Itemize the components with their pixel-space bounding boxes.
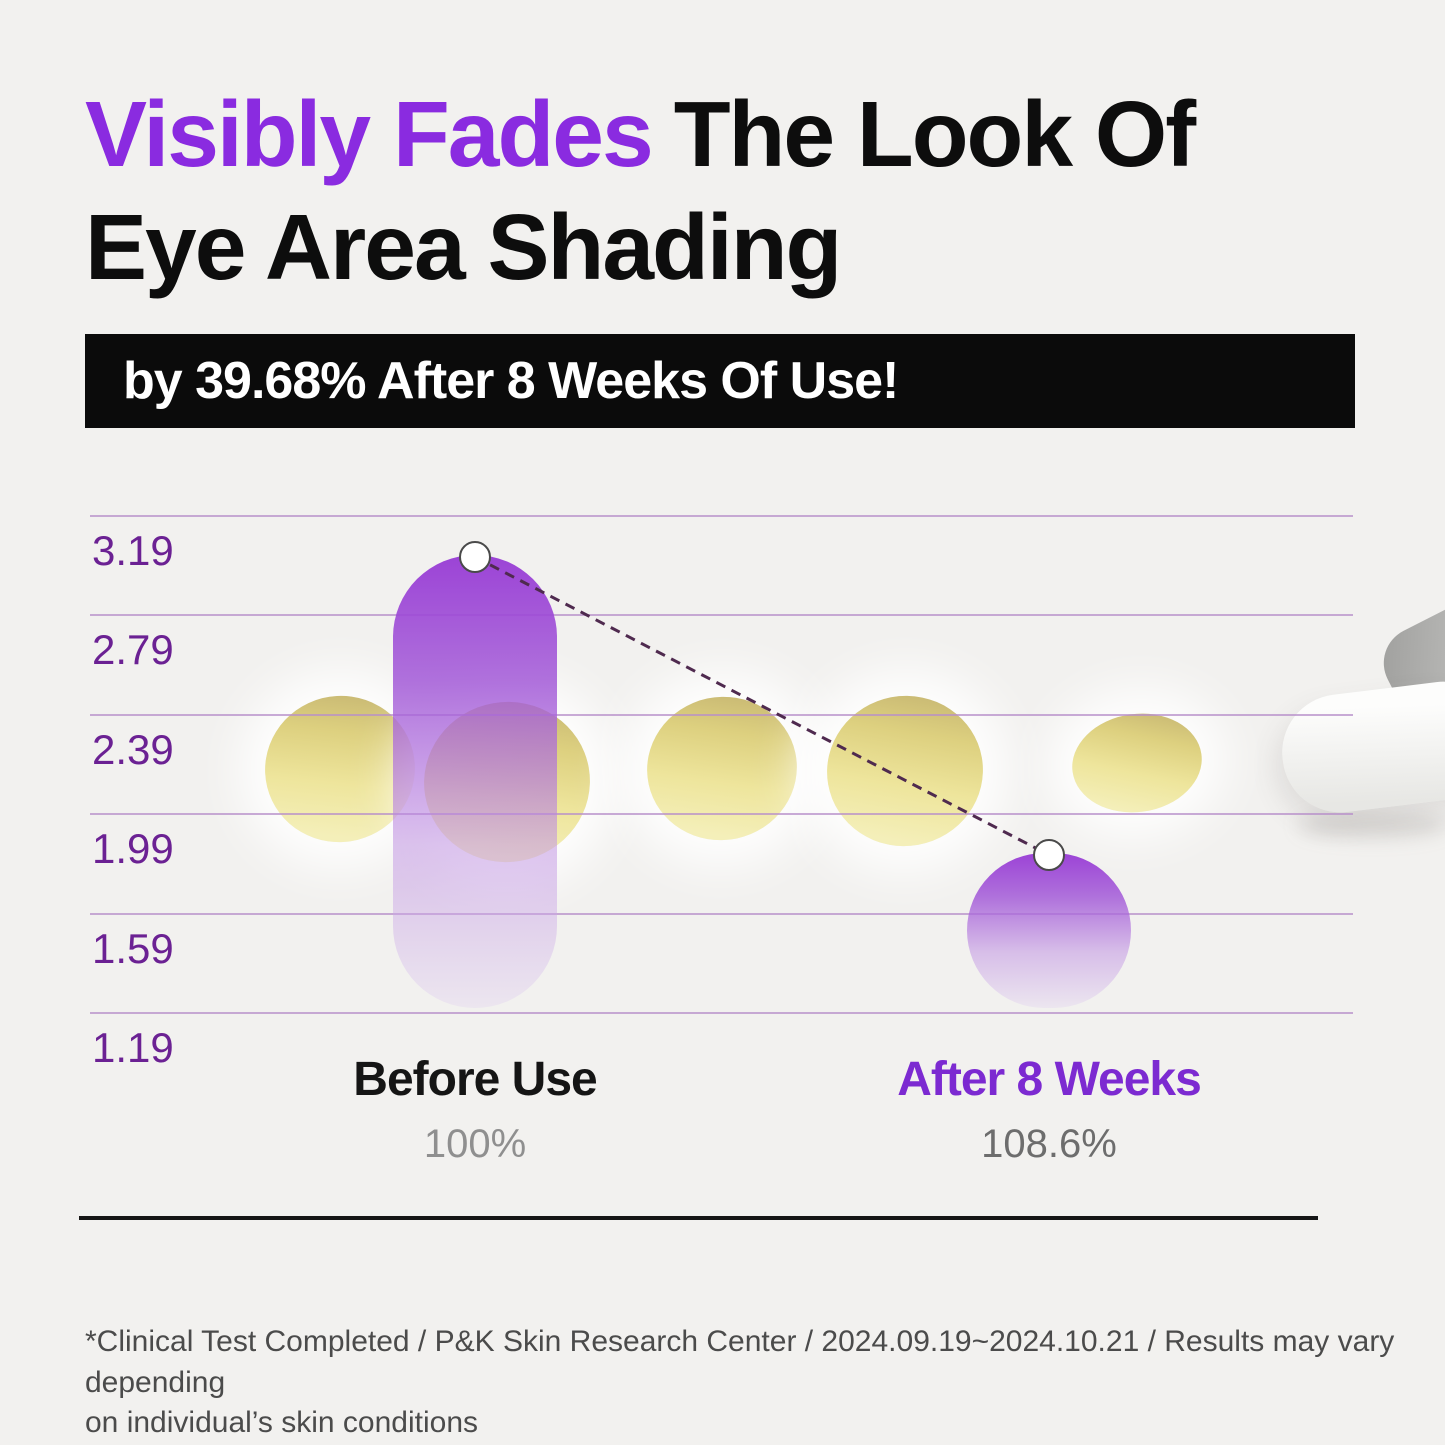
gridline	[90, 614, 1353, 616]
bar-after-8-weeks	[967, 853, 1131, 1008]
y-tick-label: 1.59	[92, 925, 174, 972]
title-highlight: Visibly Fades	[85, 82, 654, 186]
gridline	[90, 714, 1353, 716]
gridline	[90, 1012, 1353, 1014]
category-label-after: After 8 Weeks	[897, 1053, 1202, 1106]
claim-banner: by 39.68% After 8 Weeks Of Use!	[85, 334, 1355, 428]
claim-banner-text: by 39.68% After 8 Weeks Of Use!	[123, 352, 899, 410]
y-tick-label: 3.19	[92, 527, 174, 574]
footnote: *Clinical Test Completed / P&K Skin Rese…	[85, 1322, 1395, 1444]
gridline	[90, 913, 1353, 915]
bar-before-use	[393, 555, 557, 1008]
y-tick-label: 2.39	[92, 726, 174, 773]
applicator-tip-icon	[1275, 675, 1445, 819]
divider-line	[79, 1216, 1318, 1220]
balm-dab-icon	[815, 683, 995, 859]
page-title: Visibly Fades The Look Of Eye Area Shadin…	[85, 78, 1415, 305]
footnote-line1: *Clinical Test Completed / P&K Skin Rese…	[85, 1325, 1395, 1399]
applicator-shadow	[1298, 812, 1445, 838]
title-rest: The Look Of	[673, 82, 1196, 186]
title-line2: Eye Area Shading	[85, 195, 842, 300]
y-tick-label: 1.19	[92, 1024, 174, 1071]
balm-dab-icon	[1065, 705, 1209, 821]
gridline	[90, 515, 1353, 517]
category-sublabel-before: 100%	[423, 1122, 527, 1166]
footnote-line2: on individual’s skin conditions	[85, 1406, 479, 1439]
category-label-before: Before Use	[353, 1053, 597, 1106]
gridline	[90, 813, 1353, 815]
y-tick-label: 1.99	[92, 825, 174, 872]
balm-dab-icon	[633, 682, 811, 855]
y-tick-label: 2.79	[92, 626, 174, 673]
category-sublabel-after: 108.6%	[981, 1122, 1117, 1166]
